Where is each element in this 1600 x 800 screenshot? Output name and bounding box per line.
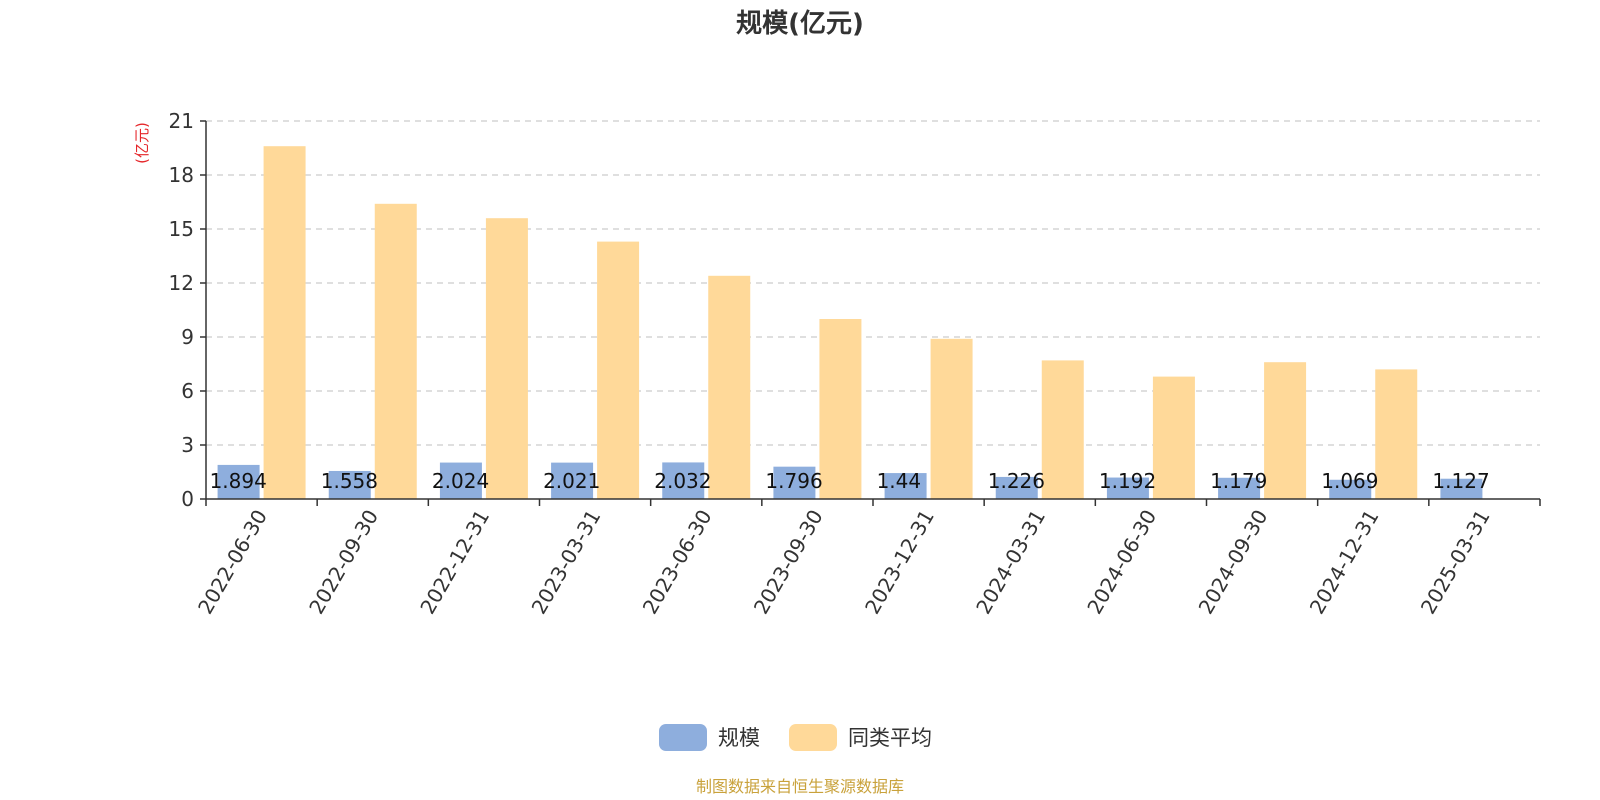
bar-value-label: 2.032 (654, 469, 711, 493)
y-tick-label: 12 (169, 271, 194, 295)
bar-value-label: 1.192 (1099, 469, 1156, 493)
bar-scale (662, 462, 705, 499)
x-tick-label: 2024-12-31 (1305, 506, 1384, 619)
x-tick-label: 2022-09-30 (304, 506, 383, 619)
bar-value-label: 1.44 (877, 469, 922, 493)
bar-value-label: 1.226 (988, 469, 1045, 493)
bar-value-label: 1.127 (1432, 469, 1489, 493)
x-tick-label: 2023-09-30 (749, 506, 828, 619)
bar-scale (328, 470, 371, 499)
bar-peer-average (1041, 360, 1084, 499)
bars (217, 146, 1483, 500)
bar-peer-average (374, 203, 417, 500)
grid-lines (206, 120, 1540, 446)
bar-scale (1440, 478, 1483, 499)
bar-value-label: 1.558 (321, 469, 378, 493)
legend-swatch[interactable] (789, 724, 837, 751)
bar-peer-average (708, 275, 751, 499)
bar-scale (1218, 477, 1261, 499)
x-tick-label: 2023-06-30 (638, 506, 717, 619)
bar-peer-average (485, 218, 528, 499)
x-tick-label: 2025-03-31 (1416, 506, 1495, 619)
bar-peer-average (930, 338, 973, 499)
x-tick-label: 2024-09-30 (1194, 506, 1273, 619)
x-tick-label: 2023-03-31 (527, 506, 606, 619)
bar-scale (1106, 477, 1149, 499)
bar-value-label: 2.024 (432, 469, 489, 493)
bar-peer-average (1375, 369, 1418, 499)
x-tick-label: 2023-12-31 (860, 506, 939, 619)
bar-value-label: 1.796 (765, 469, 822, 493)
chart-title: 规模(亿元) (736, 9, 864, 39)
x-tick-label: 2022-12-31 (415, 506, 494, 619)
bar-scale (217, 464, 260, 499)
bar-scale (773, 466, 816, 499)
y-tick-label: 3 (181, 433, 194, 457)
y-tick-label: 6 (181, 379, 194, 403)
bar-peer-average (1264, 362, 1307, 499)
y-tick-label: 15 (169, 217, 194, 241)
bar-peer-average (819, 319, 862, 499)
legend-label[interactable]: 规模 (718, 726, 760, 750)
y-tick-label: 21 (169, 109, 194, 133)
x-tick-label: 2024-03-31 (971, 506, 1050, 619)
y-tick-label: 0 (181, 487, 194, 511)
bar-scale (439, 462, 482, 499)
bar-scale (1329, 479, 1372, 499)
legend[interactable]: 规模 同类平均 (659, 724, 932, 751)
source-note: 制图数据来自恒生聚源数据库 (696, 777, 904, 796)
bar-peer-average (263, 146, 306, 499)
data-labels: 1.894 1.558 2.024 2.021 2.032 1.796 1.44 1.226 1… (210, 469, 1490, 493)
legend-label[interactable]: 同类平均 (848, 726, 932, 750)
x-tick-label: 2024-06-30 (1082, 506, 1161, 619)
bar-value-label: 1.894 (210, 469, 267, 493)
y-axis-unit-label: (亿元) (133, 122, 151, 164)
bar-scale (551, 462, 594, 499)
bar-peer-average (597, 241, 640, 499)
x-tick-label: 2022-06-30 (193, 506, 272, 619)
y-tick-label: 18 (169, 163, 194, 187)
y-tick-label: 9 (181, 325, 194, 349)
bar-scale (884, 473, 927, 499)
bar-value-label: 1.179 (1210, 469, 1267, 493)
bar-value-label: 2.021 (543, 469, 600, 493)
bar-peer-average (1152, 376, 1195, 499)
bar-value-label: 1.069 (1321, 469, 1378, 493)
legend-swatch[interactable] (659, 724, 707, 751)
bar-scale (995, 476, 1038, 499)
